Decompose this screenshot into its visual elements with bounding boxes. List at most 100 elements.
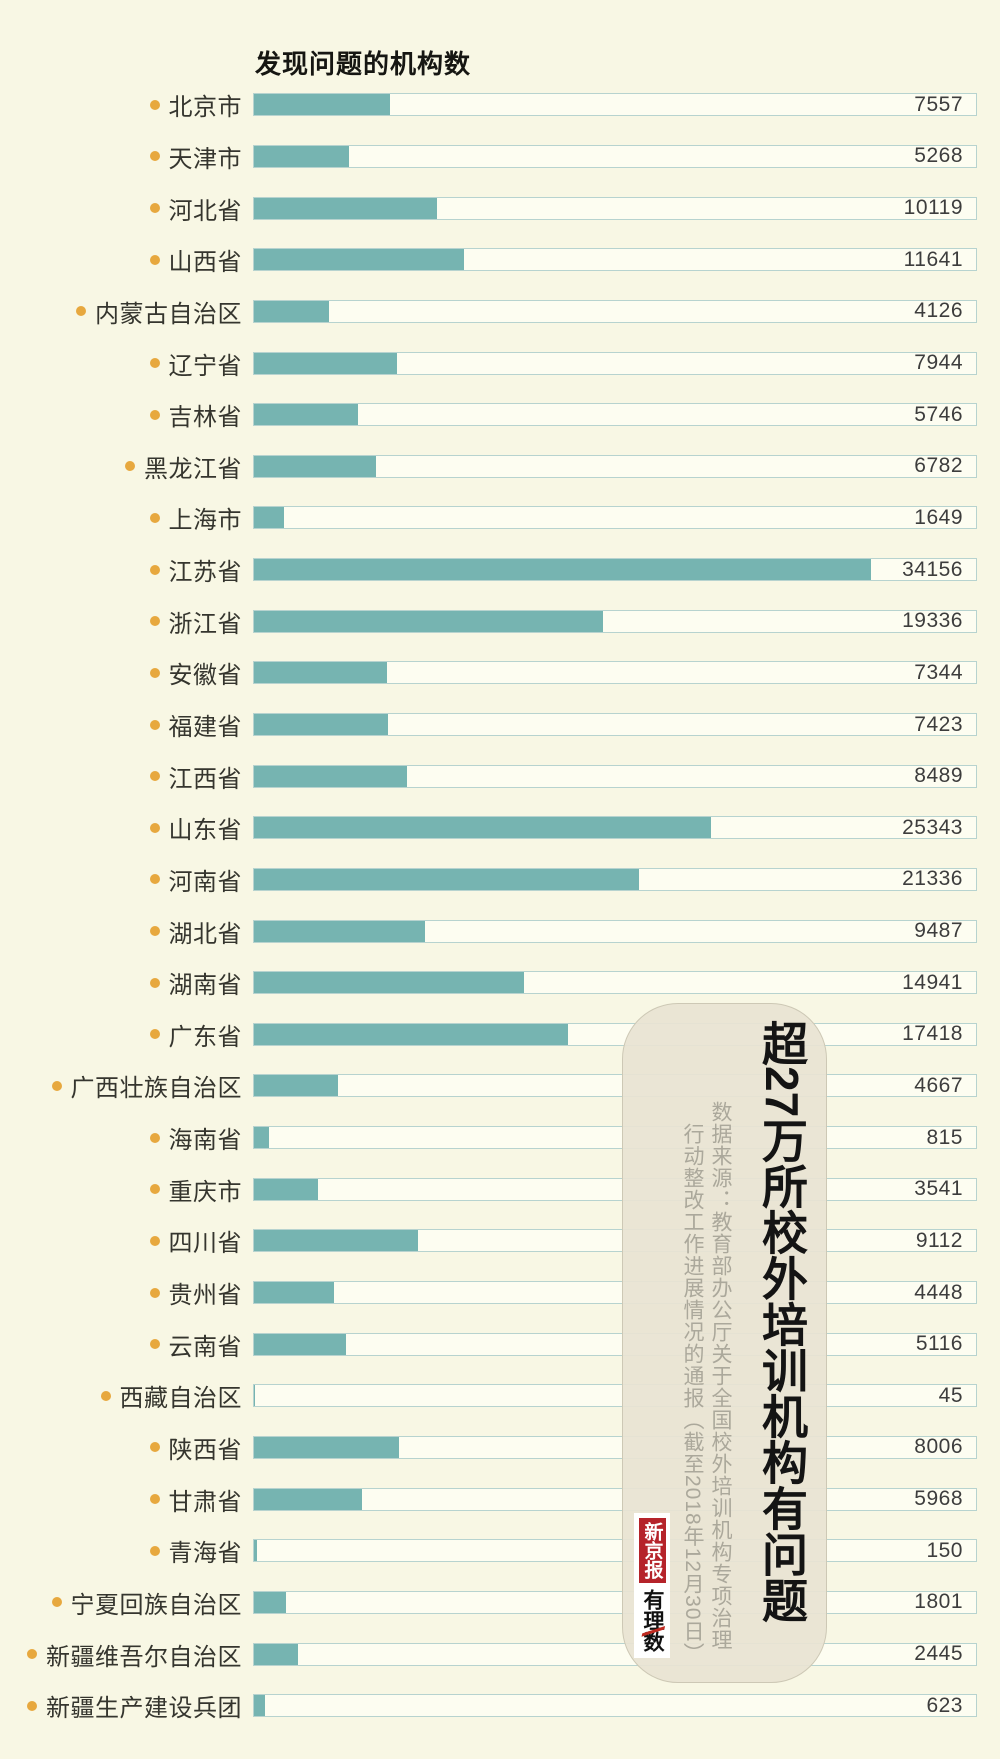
bullet-dot-icon — [149, 1287, 160, 1298]
chart-row: 吉林省 5746 — [0, 389, 1000, 441]
bar-track: 19336 — [253, 609, 977, 633]
bar-track: 14941 — [253, 971, 977, 995]
row-label-cell: 江西省 — [0, 759, 253, 794]
row-label: 青海省 — [168, 1540, 242, 1568]
row-label: 山西省 — [168, 249, 242, 277]
bar-fill — [254, 1127, 269, 1149]
bar-fill — [254, 868, 640, 890]
bullet-dot-icon — [149, 616, 160, 627]
bar-value: 4448 — [914, 1280, 963, 1304]
bullet-dot-icon — [149, 564, 160, 575]
row-label: 江西省 — [168, 765, 242, 793]
bar-track: 45 — [253, 1384, 977, 1408]
chart-row: 湖南省 14941 — [0, 957, 1000, 1009]
bullet-dot-icon — [149, 874, 160, 885]
chart-row: 陕西省 8006 — [0, 1422, 1000, 1474]
row-label-cell: 山西省 — [0, 242, 253, 277]
bullet-dot-icon — [149, 1235, 160, 1246]
bar-fill — [254, 455, 377, 477]
bar-value: 7423 — [914, 712, 963, 736]
bar-track: 1649 — [253, 505, 977, 530]
bar-track: 8006 — [253, 1435, 977, 1459]
row-label-cell: 云南省 — [0, 1327, 253, 1362]
bar-track: 9112 — [253, 1229, 977, 1253]
bullet-dot-icon — [76, 306, 86, 317]
bar-value: 5268 — [914, 144, 963, 168]
chart-row: 河北省 10119 — [0, 182, 1000, 234]
row-label-cell: 浙江省 — [0, 604, 253, 639]
bar-fill — [254, 559, 871, 581]
chart-row: 云南省 5116 — [0, 1318, 1000, 1370]
row-label: 天津市 — [168, 145, 242, 173]
bar-value: 7557 — [914, 92, 963, 116]
bar-fill — [254, 610, 603, 632]
bar-fill — [254, 404, 358, 426]
bar-track: 7344 — [253, 661, 977, 685]
row-label: 重庆市 — [168, 1178, 242, 1206]
row-label-cell: 江苏省 — [0, 552, 253, 587]
chart-row: 新疆维吾尔自治区 2445 — [0, 1628, 1000, 1680]
chart-row: 山东省 25343 — [0, 802, 1000, 854]
row-label-cell: 河南省 — [0, 862, 253, 897]
chart-row: 黑龙江省 6782 — [0, 440, 1000, 492]
bar-fill — [254, 1695, 266, 1717]
bar-fill — [254, 300, 329, 322]
row-label: 广西壮族自治区 — [70, 1075, 242, 1103]
chart-row: 青海省 150 — [0, 1525, 1000, 1577]
row-label-cell: 新疆生产建设兵团 — [0, 1688, 253, 1723]
bar-value: 2445 — [914, 1642, 963, 1666]
row-label-cell: 湖北省 — [0, 914, 253, 949]
bar-value: 8006 — [914, 1435, 963, 1459]
overlay-headline: 超27万所校外培训机构有问题 — [756, 1020, 808, 1624]
bullet-dot-icon — [27, 1649, 37, 1660]
bar-fill — [254, 507, 284, 529]
chart-row: 福建省 7423 — [0, 699, 1000, 751]
bar-value: 17418 — [902, 1022, 963, 1046]
bar-value: 8489 — [914, 764, 963, 788]
youlishu-logo: 有理数 — [641, 1589, 669, 1652]
row-label-cell: 河北省 — [0, 191, 253, 226]
bullet-dot-icon — [149, 1339, 160, 1350]
chart-row: 内蒙古自治区 4126 — [0, 286, 1000, 338]
bar-fill — [254, 1282, 335, 1304]
row-label-cell: 山东省 — [0, 810, 253, 845]
bar-value: 623 — [926, 1693, 963, 1717]
bullet-dot-icon — [149, 822, 160, 833]
bullet-dot-icon — [149, 358, 160, 369]
bar-fill — [254, 352, 398, 374]
bar-fill — [254, 1333, 347, 1355]
bar-fill — [254, 765, 408, 787]
bar-value: 1649 — [914, 505, 963, 529]
bar-track: 4448 — [253, 1280, 977, 1305]
bar-value: 21336 — [902, 867, 963, 891]
row-label: 上海市 — [168, 507, 242, 535]
bar-track: 7423 — [253, 713, 977, 736]
youlishu-logo-text: 有理数 — [641, 1589, 664, 1652]
row-label-cell: 重庆市 — [0, 1172, 253, 1207]
row-label-cell: 上海市 — [0, 500, 253, 535]
bar-value: 5746 — [914, 402, 963, 426]
bar-track: 5746 — [253, 402, 977, 427]
bar-track: 10119 — [253, 196, 977, 220]
bar-fill — [254, 249, 465, 271]
row-label-cell: 新疆维吾尔自治区 — [0, 1637, 253, 1672]
row-label-cell: 福建省 — [0, 707, 253, 742]
bullet-dot-icon — [149, 977, 160, 988]
bar-value: 9487 — [914, 919, 963, 943]
bar-track: 815 — [253, 1126, 977, 1150]
bar-track: 6782 — [253, 454, 977, 478]
row-label: 西藏自治区 — [119, 1385, 242, 1413]
chart-row: 宁夏回族自治区 1801 — [0, 1577, 1000, 1629]
chart-row: 甘肃省 5968 — [0, 1473, 1000, 1525]
chart-row: 湖北省 9487 — [0, 905, 1000, 957]
row-label-cell: 甘肃省 — [0, 1482, 253, 1517]
row-label-cell: 内蒙古自治区 — [0, 294, 253, 329]
bullet-dot-icon — [149, 771, 160, 782]
bar-track: 9487 — [253, 919, 977, 943]
bar-track: 4667 — [253, 1074, 977, 1098]
bar-track: 150 — [253, 1539, 977, 1563]
row-label: 浙江省 — [168, 610, 242, 638]
bar-value: 5968 — [914, 1487, 963, 1511]
row-label-cell: 陕西省 — [0, 1430, 253, 1465]
chart-title: 发现问题的机构数 — [255, 49, 472, 79]
